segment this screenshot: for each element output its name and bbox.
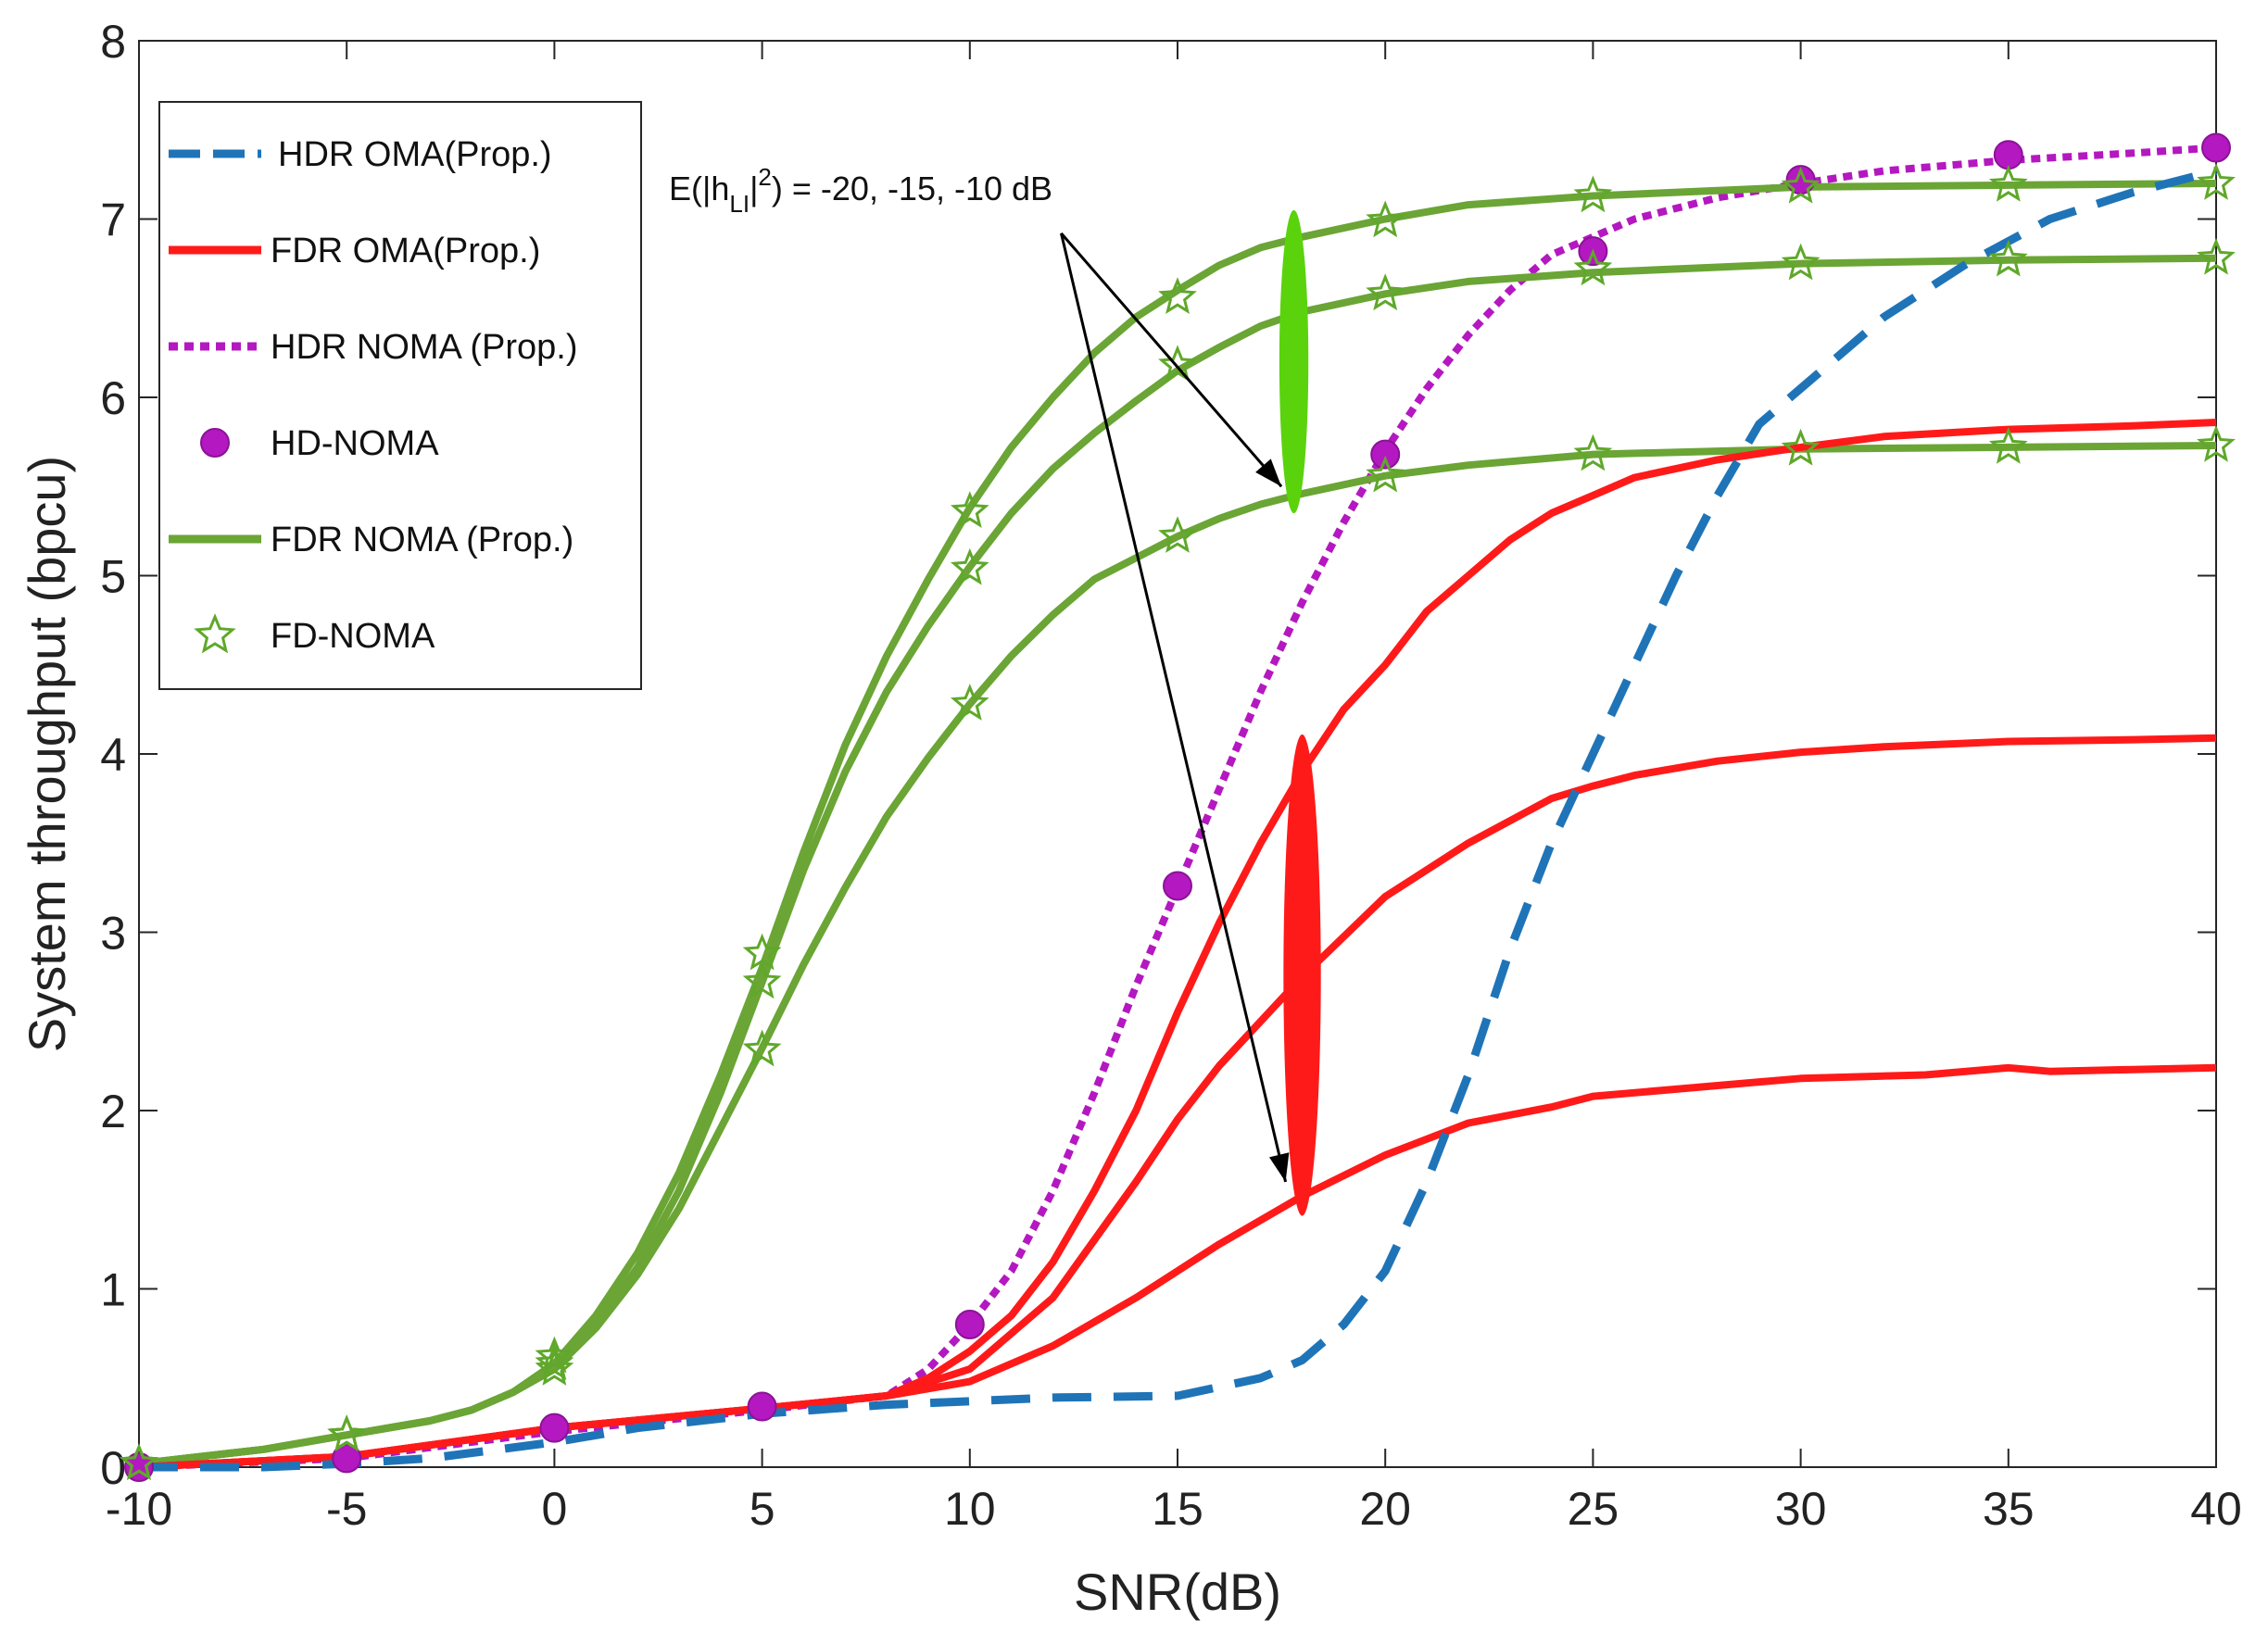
fd-noma-star-marker [950,684,989,721]
x-tick-label: 35 [1983,1483,2035,1535]
fd-noma-star-marker [1158,277,1197,315]
y-axis-label: System throughput (bpcu) [18,456,76,1052]
legend-label-hd-noma: HD-NOMA [271,424,439,463]
annotation-arrow-line [1059,232,1288,1183]
fd-noma-star-marker [1988,239,2028,277]
fd-noma-star-marker [1573,433,1613,471]
series-curves [138,144,2218,1472]
legend-marker-fd-noma [194,613,236,654]
y-tick-label: 7 [100,195,126,246]
fd-noma-star-marker [1573,175,1613,213]
annotation-superscript: 2 [758,163,771,191]
x-tick-label: 15 [1152,1483,1203,1535]
annotation-arrow-head [1255,458,1282,487]
series-line-hdr-oma-prop [139,167,2218,1472]
hd-noma-marker [539,1413,570,1443]
series-line-fdr-noma-10-db [138,442,2217,1468]
fd-noma-star-marker [535,1349,574,1386]
annotation-arrow-head [1268,1152,1290,1182]
annotation-group [1059,209,1321,1216]
legend: HDR OMA(Prop.) FDR OMA(Prop.) HDR NOMA (… [158,101,642,690]
annotation-prefix: E(|h [669,170,729,207]
hd-noma-marker [332,1443,362,1474]
fd-noma-star-marker [1988,426,2028,464]
x-tick-label: -5 [326,1483,367,1535]
y-tick-label: 6 [100,372,126,424]
series-markers [120,132,2236,1482]
fd-noma-star-marker [535,1343,574,1381]
annotation-subscript: LI [729,190,750,218]
y-tick-label: 5 [100,551,126,603]
fd-noma-star-marker [1366,273,1405,311]
fd-noma-star-marker [1988,164,2028,202]
fd-noma-star-marker [950,491,989,529]
y-tick-label: 2 [100,1086,126,1137]
legend-label-fdr-noma: FDR NOMA (Prop.) [271,521,573,559]
fd-noma-star-marker [327,1414,367,1452]
legend-label-fd-noma: FD-NOMA [271,617,435,656]
x-axis-label: SNR(dB) [1074,1563,1281,1621]
fd-noma-star-marker [2197,237,2236,275]
fd-noma-star-marker [742,933,782,971]
x-tick-label: -10 [106,1483,172,1535]
y-tick-label: 8 [100,16,126,68]
series-line-hdr-noma-prop [138,144,2217,1471]
legend-label-hdr-noma: HDR NOMA (Prop.) [271,328,577,367]
x-tick-label: 25 [1568,1483,1619,1535]
x-tick-label: 20 [1359,1483,1411,1535]
y-tick-label: 0 [100,1442,126,1494]
hd-noma-marker [1993,140,2023,170]
fd-noma-star-marker [120,1443,158,1480]
fd-noma-star-marker [1573,248,1613,286]
x-tick-label: 10 [944,1483,996,1535]
legend-label-hdr-oma: HDR OMA(Prop.) [278,135,552,174]
fd-noma-star-marker [742,961,782,999]
x-tick-label: 40 [2190,1483,2242,1535]
hd-noma-marker [1370,439,1401,470]
annotation-suffix: ) = -20, -15, -10 dB [772,170,1052,207]
x-tick-label: 5 [750,1483,775,1535]
legend-marker-hd-noma [200,428,230,458]
fd-noma-star-marker [1366,455,1405,493]
fd-noma-star-marker [1158,516,1197,553]
series-line-fdr-oma-10-db [138,1063,2217,1471]
interference-annotation: E(|hLI|2) = -20, -15, -10 dB [669,163,1052,218]
red-ellipse [1283,734,1321,1216]
hd-noma-marker [1163,871,1192,901]
fd-noma-star-marker [1781,243,1821,281]
hd-noma-marker [747,1391,777,1422]
fd-noma-star-marker [1158,345,1197,383]
fd-noma-star-marker [2197,163,2236,200]
y-tick-label: 4 [100,729,126,781]
hd-noma-marker [2201,132,2231,163]
fd-noma-star-marker [2197,425,2236,462]
hd-noma-marker [954,1310,985,1339]
fd-noma-star-marker [742,1029,782,1067]
x-tick-label: 30 [1775,1483,1827,1535]
green-ellipse [1279,209,1309,514]
fd-noma-star-marker [535,1336,574,1374]
fd-noma-star-marker [950,547,989,585]
fd-noma-star-marker [1366,200,1405,238]
y-tick-label: 3 [100,908,126,960]
axis-ticks: -10 -5 0 5 10 15 20 25 30 35 40 0 1 2 3 4 5 6 7 8 [100,16,2242,1535]
legend-box [158,101,642,690]
x-tick-label: 0 [541,1483,567,1535]
annotation-arrow-line [1060,232,1283,488]
annotation-mid: | [750,170,758,207]
fd-noma-star-marker [1781,428,1821,466]
y-tick-label: 1 [100,1264,126,1316]
legend-label-fdr-oma: FDR OMA(Prop.) [271,232,540,270]
fd-noma-star-marker [1781,166,1821,204]
